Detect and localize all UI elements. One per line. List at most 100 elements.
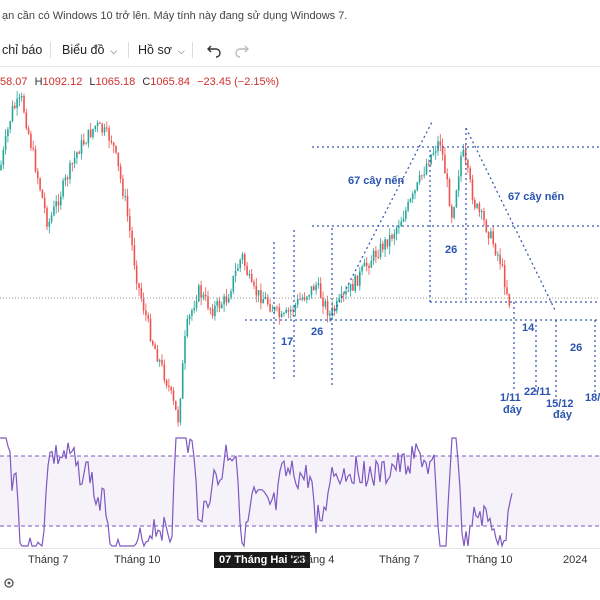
candle-body	[50, 215, 53, 222]
candle-body	[20, 95, 23, 98]
candle-body	[425, 163, 428, 175]
bottom-label: đáy	[503, 404, 523, 416]
candle-body	[409, 199, 412, 202]
candle-body	[87, 129, 90, 144]
date-label: 22/11	[524, 386, 551, 398]
candle-body	[34, 149, 37, 172]
candle-body	[66, 177, 69, 180]
candle-body	[359, 271, 361, 286]
candle-body	[386, 239, 389, 247]
candle-body	[347, 290, 350, 292]
candle-body	[211, 308, 214, 317]
candle-body	[476, 203, 478, 208]
redo-icon[interactable]	[234, 42, 250, 58]
candle-body	[110, 140, 113, 143]
settings-gear-icon[interactable]	[2, 576, 16, 590]
candle-body	[43, 197, 46, 209]
chart-canvas[interactable]: 67 cây nến 67 cây nến 17 26 26 14 26 1/1…	[0, 66, 600, 548]
candle-body	[122, 178, 124, 196]
candle-body	[315, 285, 317, 291]
rsi-band	[0, 456, 600, 526]
toolbar-divider	[50, 42, 51, 58]
candle-body	[267, 296, 269, 305]
candle-body	[39, 178, 41, 190]
candle-body	[11, 105, 14, 122]
candle-body	[375, 250, 377, 257]
candle-body	[253, 282, 255, 286]
candle-body	[506, 287, 508, 294]
candle-body	[384, 239, 386, 250]
candle-body	[14, 105, 16, 109]
candle-body	[32, 148, 34, 150]
candle-body	[131, 230, 133, 246]
candle-body	[142, 298, 145, 311]
candle-body	[2, 149, 5, 165]
indicators-button[interactable]: chỉ báo	[2, 34, 42, 66]
candle-body	[225, 296, 228, 303]
chevron-down-icon: ⌵	[177, 46, 185, 56]
candle-body	[161, 360, 163, 365]
candle-body	[317, 283, 320, 286]
candle-body	[4, 136, 7, 150]
candle-body	[99, 122, 101, 124]
time-axis-label: Tháng 10	[114, 554, 161, 566]
candle-body	[135, 265, 138, 284]
cycle-diagonal-left	[329, 121, 433, 321]
candle-body	[69, 163, 71, 180]
cycle-diagonal-right	[465, 127, 556, 311]
candle-body	[156, 349, 159, 362]
candle-body	[168, 385, 170, 387]
candle-body	[448, 179, 451, 207]
price-candles	[0, 91, 511, 427]
candle-body	[457, 176, 460, 191]
candle-body	[379, 243, 382, 258]
time-axis-label: Tháng 4	[294, 554, 335, 566]
candle-body	[276, 307, 278, 309]
candle-body	[471, 179, 474, 201]
candle-body	[299, 299, 301, 301]
candle-body	[7, 129, 9, 137]
candle-body	[329, 313, 331, 316]
candle-body	[23, 95, 25, 113]
candle-body	[92, 129, 94, 137]
candle-body	[430, 154, 432, 165]
candle-body	[257, 290, 260, 296]
profile-label: Hồ sơ	[138, 43, 172, 57]
candle-count-label: 67 cây nến	[508, 191, 565, 203]
undo-icon[interactable]	[206, 42, 222, 58]
candle-body	[234, 270, 237, 276]
candle-body	[248, 273, 251, 276]
candle-body	[467, 160, 469, 169]
candle-body	[269, 304, 271, 312]
candle-body	[133, 245, 136, 266]
candle-body	[154, 344, 156, 350]
candle-body	[89, 129, 92, 137]
candle-body	[204, 294, 207, 297]
candle-body	[25, 112, 28, 129]
chevron-down-icon: ⌵	[110, 46, 118, 56]
chart-type-label: Biểu đồ	[62, 43, 105, 57]
candle-body	[181, 363, 184, 399]
candle-body	[198, 285, 200, 302]
candle-body	[469, 168, 471, 180]
candle-body	[18, 97, 21, 99]
candle-body	[149, 318, 152, 341]
candle-body	[324, 301, 327, 307]
candle-body	[382, 243, 384, 250]
candle-body	[60, 196, 62, 206]
candle-body	[83, 140, 85, 145]
candle-body	[262, 298, 264, 304]
profile-dropdown[interactable]: Hồ sơ ⌵	[138, 34, 185, 66]
candle-body	[478, 203, 481, 213]
candle-body	[393, 233, 396, 239]
candle-body	[345, 291, 347, 295]
candle-body	[218, 301, 221, 309]
candle-body	[30, 133, 32, 149]
candle-body	[207, 296, 209, 309]
candle-body	[423, 174, 425, 176]
candle-body	[453, 207, 455, 218]
candle-body	[460, 156, 462, 177]
candle-body	[250, 273, 253, 283]
candle-body	[296, 299, 299, 305]
chart-type-dropdown[interactable]: Biểu đồ ⌵	[62, 34, 117, 66]
